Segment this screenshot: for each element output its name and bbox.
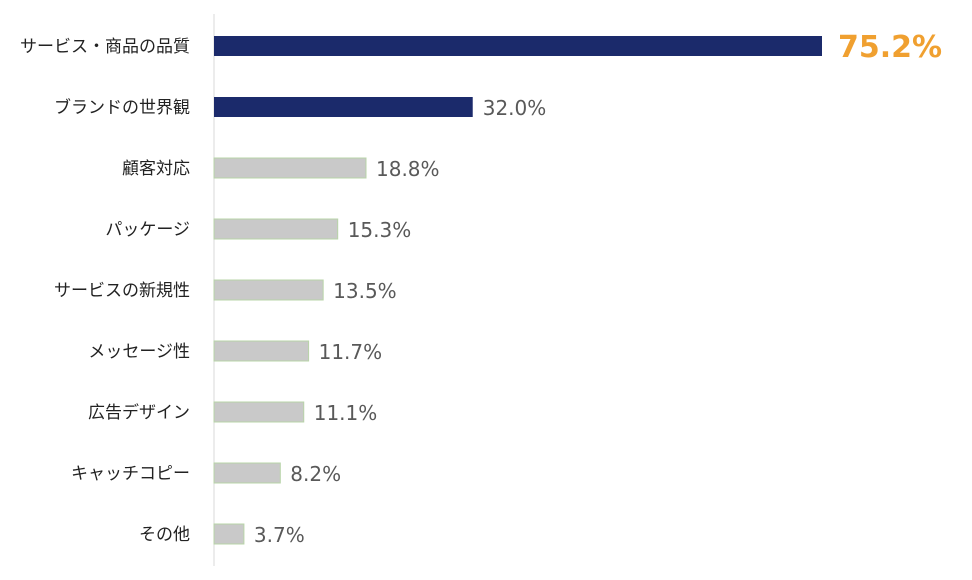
bar bbox=[213, 401, 305, 423]
category-label: 顧客対応 bbox=[122, 159, 190, 179]
category-label: メッセージ性 bbox=[88, 342, 190, 362]
category-label: サービスの新規性 bbox=[54, 281, 190, 301]
value-label: 18.8% bbox=[376, 157, 440, 181]
bar bbox=[213, 340, 310, 362]
value-label: 32.0% bbox=[483, 96, 547, 120]
value-label: 15.3% bbox=[348, 218, 412, 242]
bar bbox=[213, 279, 324, 301]
category-label: ブランドの世界観 bbox=[54, 97, 190, 118]
category-label: パッケージ bbox=[105, 220, 190, 240]
value-label: 3.7% bbox=[254, 523, 305, 547]
bar bbox=[213, 218, 339, 240]
category-label: その他 bbox=[139, 525, 190, 545]
bar bbox=[213, 462, 281, 484]
bar bbox=[214, 97, 473, 117]
category-label: サービス・商品の品質 bbox=[20, 37, 190, 57]
bar bbox=[214, 36, 822, 56]
category-label: キャッチコピー bbox=[71, 464, 190, 484]
bar bbox=[213, 157, 367, 179]
value-label: 11.7% bbox=[319, 340, 383, 364]
value-label: 8.2% bbox=[290, 462, 341, 486]
category-label: 広告デザイン bbox=[88, 402, 190, 423]
value-label: 13.5% bbox=[333, 279, 397, 303]
value-label: 11.1% bbox=[314, 401, 378, 425]
bar bbox=[213, 523, 245, 545]
value-label: 75.2% bbox=[838, 30, 942, 65]
